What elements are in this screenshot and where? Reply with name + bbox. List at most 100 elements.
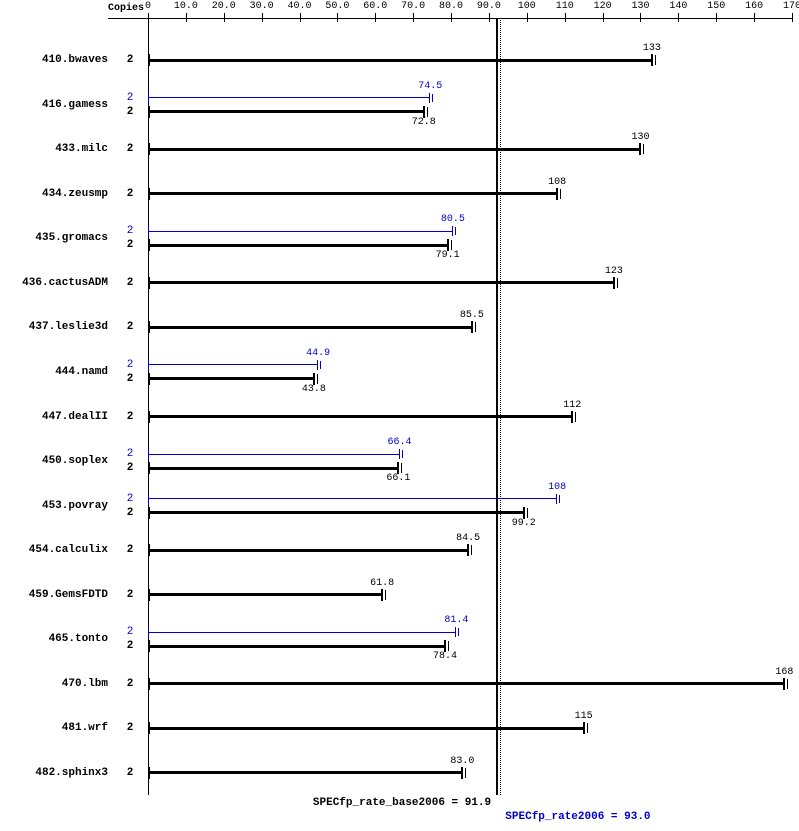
peak-copies: 2: [127, 359, 134, 371]
peak-bar-end2: [455, 227, 456, 235]
base-bar-end2: [787, 679, 788, 689]
base-value: 83.0: [450, 756, 474, 767]
peak-bar-end2: [458, 628, 459, 636]
base-bar-end: [467, 544, 469, 556]
benchmark-name: 434.zeusmp: [0, 188, 108, 200]
axis-corner: [108, 18, 148, 19]
peak-copies: 2: [127, 626, 134, 638]
footer-peak-label: SPECfp_rate2006 = 93.0: [505, 811, 650, 823]
peak-bar-end2: [402, 450, 403, 458]
x-tick-label: 100: [518, 1, 536, 12]
x-tick-bottom: [375, 18, 376, 22]
peak-copies: 2: [127, 448, 134, 460]
base-bar-end: [571, 411, 573, 423]
base-bar: [148, 110, 424, 113]
x-tick-label: 110: [556, 1, 574, 12]
base-bar-end2: [451, 240, 452, 250]
base-copies: 2: [127, 678, 134, 690]
x-tick-label: 10.0: [174, 1, 198, 12]
peak-value: 44.9: [306, 348, 330, 359]
benchmark-name: 416.gamess: [0, 99, 108, 111]
peak-bar: [148, 231, 453, 232]
base-copies: 2: [127, 462, 134, 474]
base-value: 43.8: [302, 384, 326, 395]
base-value: 78.4: [433, 651, 457, 662]
base-value: 123: [605, 266, 623, 277]
base-value: 115: [575, 711, 593, 722]
copies-header: Copies: [108, 3, 144, 14]
x-tick-label: 90.0: [477, 1, 501, 12]
x-tick-bottom: [754, 18, 755, 22]
base-bar-end: [639, 143, 641, 155]
x-tick-bottom: [451, 18, 452, 22]
peak-value: 80.5: [441, 214, 465, 225]
base-bar-end2: [617, 278, 618, 288]
base-bar-end2: [560, 189, 561, 199]
base-bar: [148, 148, 640, 151]
peak-bar-end: [452, 226, 453, 236]
base-bar-end: [651, 54, 653, 66]
base-bar-end2: [427, 107, 428, 117]
base-copies: 2: [127, 507, 134, 519]
base-value: 85.5: [460, 310, 484, 321]
x-tick-bottom: [186, 18, 187, 22]
x-tick-label: 70.0: [401, 1, 425, 12]
base-bar: [148, 377, 314, 380]
base-copies: 2: [127, 277, 134, 289]
x-tick-label: 0: [145, 1, 151, 12]
base-value: 112: [563, 400, 581, 411]
x-tick-label: 120: [594, 1, 612, 12]
base-copies: 2: [127, 54, 134, 66]
base-copies: 2: [127, 188, 134, 200]
base-bar: [148, 281, 614, 284]
base-bar-end2: [655, 55, 656, 65]
base-bar: [148, 59, 652, 62]
base-bar: [148, 682, 784, 685]
peak-value: 108: [548, 482, 566, 493]
base-bar: [148, 326, 472, 329]
base-value: 72.8: [412, 117, 436, 128]
x-tick-label: 50.0: [325, 1, 349, 12]
base-bar-end2: [317, 374, 318, 384]
benchmark-name: 454.calculix: [0, 544, 108, 556]
base-value: 108: [548, 177, 566, 188]
base-bar-end: [556, 188, 558, 200]
benchmark-name: 410.bwaves: [0, 54, 108, 66]
x-tick-bottom: [527, 18, 528, 22]
peak-bar-end2: [320, 361, 321, 369]
base-copies: 2: [127, 373, 134, 385]
x-tick-bottom: [678, 18, 679, 22]
base-value: 61.8: [370, 578, 394, 589]
benchmark-name: 435.gromacs: [0, 232, 108, 244]
peak-bar: [148, 454, 400, 455]
base-value: 84.5: [456, 533, 480, 544]
peak-copies: 2: [127, 225, 134, 237]
benchmark-name: 450.soplex: [0, 455, 108, 467]
x-tick-label: 20.0: [212, 1, 236, 12]
base-copies: 2: [127, 106, 134, 118]
peak-bar-end: [556, 494, 557, 504]
base-value: 79.1: [436, 250, 460, 261]
x-tick-label: 130: [631, 1, 649, 12]
peak-bar-end2: [432, 94, 433, 102]
x-tick-bottom: [262, 18, 263, 22]
base-value: 133: [643, 43, 661, 54]
x-tick-label: 60.0: [363, 1, 387, 12]
base-copies: 2: [127, 544, 134, 556]
base-bar-end: [471, 321, 473, 333]
base-copies: 2: [127, 411, 134, 423]
base-copies: 2: [127, 143, 134, 155]
x-tick-bottom: [603, 18, 604, 22]
benchmark-name: 447.dealII: [0, 411, 108, 423]
base-value: 66.1: [386, 473, 410, 484]
base-bar-end2: [401, 463, 402, 473]
x-tick-label: 160: [745, 1, 763, 12]
peak-bar-end2: [559, 495, 560, 503]
peak-value: 81.4: [444, 615, 468, 626]
x-tick-label: 170: [783, 1, 799, 12]
base-bar-end: [783, 678, 785, 690]
footer-base-label: SPECfp_rate_base2006 = 91.9: [313, 797, 491, 809]
benchmark-name: 433.milc: [0, 143, 108, 155]
base-bar-end2: [587, 723, 588, 733]
peak-bar-end: [399, 449, 400, 459]
